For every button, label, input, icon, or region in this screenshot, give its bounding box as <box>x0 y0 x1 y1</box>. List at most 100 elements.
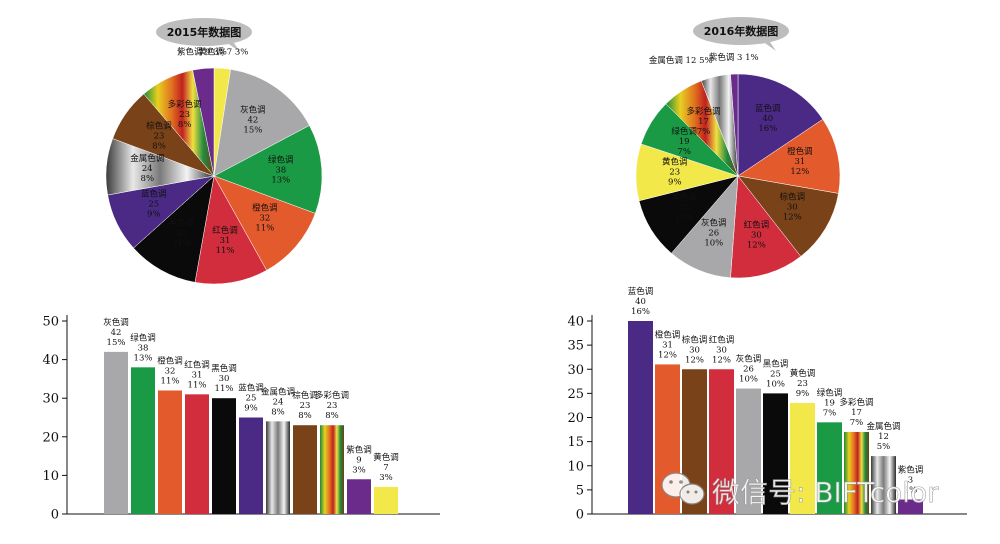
pie-slice-label: 12% <box>783 213 802 223</box>
bar-data-label: 23 <box>797 379 808 389</box>
bar-data-label: 棕色调 <box>682 334 708 345</box>
pie-slice-label: 19 <box>679 137 690 147</box>
pie-slice-label: 42 <box>247 115 258 125</box>
pie-slice-label: 红色调 <box>212 225 238 236</box>
bar-data-label: 12 <box>878 432 889 442</box>
bar-data-label: 8% <box>298 411 312 421</box>
pie-slice <box>213 69 310 177</box>
bar <box>628 321 653 514</box>
bar <box>790 403 815 514</box>
bar <box>131 367 155 514</box>
bar-data-label: 11% <box>188 380 207 390</box>
pie-slice <box>737 118 841 194</box>
bar-data-label: 15% <box>107 338 126 348</box>
bar-data-label: 17 <box>851 408 862 418</box>
pie-slice-label: 23 <box>669 168 680 178</box>
bar-data-label: 30 <box>219 374 230 384</box>
bar-data-label: 26 <box>743 365 754 375</box>
pie-slice-label: 绿色调 <box>671 126 697 137</box>
bar-data-label: 1% <box>904 486 918 496</box>
bar-data-label: 8% <box>325 411 339 421</box>
pie-slice-label: 15% <box>243 125 262 135</box>
bar-data-label: 5% <box>877 442 891 452</box>
bar <box>239 417 263 514</box>
pie-slice-label: 蓝色调 <box>755 103 781 114</box>
pie-slice-label: 11% <box>255 224 274 234</box>
pie-slice-label: 25 <box>679 203 690 213</box>
pie-slice-label: 30 <box>176 228 187 238</box>
pie-slice-label: 10% <box>704 238 723 248</box>
pie-slice <box>133 175 215 283</box>
bar-data-label: 蓝色调 <box>628 286 654 297</box>
bar <box>320 425 344 514</box>
bar-data-label: 10% <box>739 375 758 385</box>
bar-data-label: 绿色调 <box>130 332 156 343</box>
bar <box>709 369 734 514</box>
bar <box>817 422 842 514</box>
bar-data-label: 多彩色调 <box>839 397 873 408</box>
y-tick-label: 15 <box>567 435 584 450</box>
bar-data-label: 紫色调 <box>898 465 924 476</box>
bar-data-label: 8% <box>271 407 285 417</box>
bar <box>871 456 896 514</box>
bar-data-label: 9 <box>356 455 361 465</box>
pie-slice-label: 26 <box>708 228 719 238</box>
bar-data-label: 12% <box>685 355 704 365</box>
pie-slice-label: 30 <box>751 231 762 241</box>
bar <box>844 431 869 514</box>
y-tick-label: 30 <box>42 392 59 407</box>
y-tick-label: 0 <box>576 508 584 523</box>
y-tick-label: 5 <box>576 483 584 498</box>
pie-slice-label: 橙色调 <box>787 146 813 157</box>
pie-slice-label: 黄色调 <box>662 157 688 168</box>
title-bubble-2015: 2015年数据图 <box>156 18 252 52</box>
bar-data-label: 24 <box>273 397 284 407</box>
bar <box>374 486 398 514</box>
bar-data-label: 7% <box>850 418 864 428</box>
pie-slice <box>213 125 323 214</box>
bar-data-label: 31 <box>192 370 203 380</box>
pie-slice-label: 灰色调 <box>701 217 727 228</box>
pie-slice-label: 黄色调 7 3% <box>199 46 249 57</box>
pie-slice-label: 16% <box>758 124 777 134</box>
y-tick-label: 10 <box>42 469 59 484</box>
pie-slice-label: 11% <box>216 246 235 256</box>
bar-data-label: 13% <box>134 353 153 363</box>
pie-slice-label: 紫色调 9 3% <box>177 47 227 58</box>
pie-slice-label: 金属色调 <box>130 153 164 164</box>
y-tick-label: 20 <box>42 430 59 445</box>
pie-slice-label: 13% <box>271 176 290 186</box>
y-tick-label: 40 <box>567 315 584 330</box>
bar-data-label: 黑色调 <box>763 358 789 369</box>
bar-data-label: 蓝色调 <box>238 383 264 394</box>
bar-data-label: 12% <box>658 350 677 360</box>
pie-slice-label: 9% <box>668 178 682 188</box>
pie-slice-label: 12% <box>747 241 766 251</box>
pie-slice <box>194 175 267 285</box>
pie-slice-label: 31 <box>794 157 805 167</box>
y-tick-label: 25 <box>567 387 584 402</box>
pie-slice-label: 25 <box>148 199 159 209</box>
bar-data-label: 40 <box>635 297 646 307</box>
bar-data-label: 黄色调 <box>790 368 816 379</box>
pie-slice-label: 8% <box>178 120 192 130</box>
pie-slice-label: 38 <box>275 166 286 176</box>
pie-slice-label: 31 <box>220 236 231 246</box>
bar <box>898 499 923 514</box>
pie-slice-label: 23 <box>179 110 190 120</box>
bar-data-label: 25 <box>246 394 257 404</box>
y-tick-label: 50 <box>42 315 59 330</box>
bar-data-label: 紫色调 <box>346 444 372 455</box>
bar-data-label: 灰色调 <box>736 354 762 365</box>
pie-slice-label: 7% <box>677 147 691 157</box>
pie-slice-label: 11% <box>172 238 191 248</box>
pie-slice-label: 12% <box>790 167 809 177</box>
watermark: 微信号: BIFTcolor <box>661 472 939 509</box>
bar-data-label: 38 <box>138 343 149 353</box>
bar-data-label: 红色调 <box>709 334 735 345</box>
pie-slice-label: 灰色调 <box>240 104 266 115</box>
pie-slice-label: 10% <box>675 213 694 223</box>
bar-data-label: 31 <box>662 340 673 350</box>
bar-data-label: 23 <box>327 401 338 411</box>
